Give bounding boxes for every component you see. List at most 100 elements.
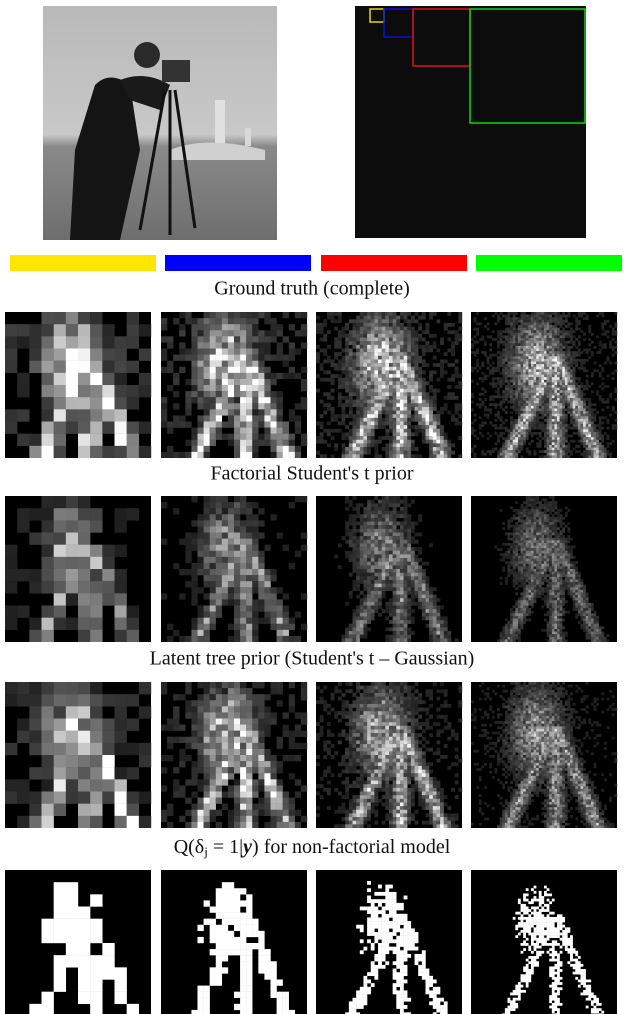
pixel xyxy=(497,388,500,391)
pixel xyxy=(508,322,511,325)
pixel xyxy=(440,359,444,363)
pixel xyxy=(374,565,378,569)
pixel xyxy=(252,526,258,532)
pixel xyxy=(575,388,578,391)
pixel xyxy=(521,390,524,393)
pixel xyxy=(536,317,539,320)
pixel xyxy=(378,503,382,507)
pixel xyxy=(575,393,578,396)
pixel xyxy=(570,346,573,349)
pixel xyxy=(515,359,518,362)
pixel xyxy=(363,407,367,411)
pixel xyxy=(422,580,426,584)
pixel xyxy=(570,385,573,388)
pixel xyxy=(342,432,346,436)
pixel xyxy=(588,437,591,440)
pixel xyxy=(204,422,210,428)
pixel xyxy=(345,522,349,526)
pixel xyxy=(513,440,516,443)
pixel xyxy=(526,411,529,414)
pixel xyxy=(385,511,389,515)
pixel xyxy=(523,377,526,380)
pixel xyxy=(578,335,581,338)
pixel xyxy=(534,422,537,425)
pixel xyxy=(523,346,526,349)
pixel xyxy=(385,606,389,610)
pixel xyxy=(505,390,508,393)
pixel xyxy=(557,338,560,341)
pixel xyxy=(356,316,360,320)
pixel xyxy=(601,422,604,425)
pixel xyxy=(510,632,513,635)
pixel xyxy=(552,398,555,401)
pixel xyxy=(353,536,357,540)
pixel xyxy=(29,569,41,581)
pixel xyxy=(557,395,560,398)
pixel xyxy=(327,330,331,334)
pixel xyxy=(570,333,573,336)
pixel xyxy=(258,606,264,612)
pixel xyxy=(607,437,610,440)
pixel xyxy=(353,613,357,617)
pixel xyxy=(295,612,301,618)
pixel xyxy=(411,392,415,396)
pixel xyxy=(544,429,547,432)
pixel xyxy=(489,398,492,401)
pixel xyxy=(518,359,521,362)
pixel xyxy=(246,551,252,557)
pixel xyxy=(374,345,378,349)
pixel xyxy=(289,373,295,379)
pixel xyxy=(594,346,597,349)
pixel xyxy=(526,408,529,411)
pixel xyxy=(396,587,400,591)
pixel xyxy=(515,320,518,323)
pixel xyxy=(393,418,397,422)
pixel xyxy=(374,334,378,338)
pixel xyxy=(389,345,393,349)
pixel xyxy=(240,533,246,539)
pixel xyxy=(536,333,539,336)
pixel xyxy=(323,319,327,323)
pixel xyxy=(323,429,327,433)
pixel xyxy=(552,429,555,432)
pixel xyxy=(552,356,555,359)
pixel xyxy=(523,359,526,362)
pixel xyxy=(531,414,534,417)
pixel xyxy=(549,349,552,352)
pixel xyxy=(367,407,371,411)
pixel xyxy=(374,418,378,422)
pixel xyxy=(426,345,430,349)
pixel xyxy=(204,508,210,514)
pixel xyxy=(502,639,505,642)
pixel xyxy=(429,425,433,429)
pixel xyxy=(583,359,586,362)
pixel xyxy=(440,620,444,624)
pixel xyxy=(508,453,511,456)
pixel xyxy=(510,375,513,378)
pixel xyxy=(547,385,550,388)
pixel xyxy=(554,369,557,372)
pixel xyxy=(371,341,375,345)
pixel xyxy=(389,447,393,451)
pixel xyxy=(497,411,500,414)
pixel xyxy=(447,378,451,382)
pixel xyxy=(360,319,364,323)
pixel xyxy=(371,529,375,533)
pixel xyxy=(396,443,400,447)
pixel xyxy=(433,620,437,624)
pixel xyxy=(367,620,371,624)
pixel xyxy=(356,341,360,345)
pixel xyxy=(500,424,503,427)
pixel xyxy=(429,616,433,620)
pixel xyxy=(90,606,102,618)
pixel xyxy=(264,606,270,612)
pixel xyxy=(161,539,167,545)
pixel xyxy=(191,630,197,636)
pixel xyxy=(349,436,353,440)
pixel xyxy=(331,319,335,323)
pixel xyxy=(363,525,367,529)
pixel xyxy=(393,500,397,504)
pixel xyxy=(252,618,258,624)
pixel xyxy=(198,624,204,630)
pixel xyxy=(353,392,357,396)
